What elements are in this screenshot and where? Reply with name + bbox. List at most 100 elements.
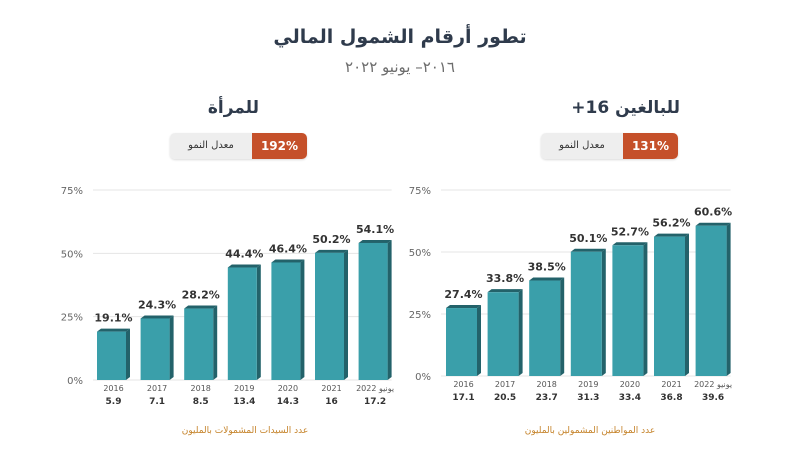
page-subtitle: ٢٠١٦– يونيو ٢٠٢٢	[345, 58, 455, 76]
adults-bar-side	[726, 222, 731, 376]
adults-y-tick-label: 50%	[409, 248, 431, 259]
women-bar-side	[256, 264, 261, 380]
adults-bar-top	[570, 248, 606, 252]
adults-bar-value-label: 33.8%	[486, 272, 524, 285]
adults-bar-side	[518, 289, 523, 376]
women-count-label: 8.5	[193, 397, 209, 407]
women-y-tick-label: 0%	[67, 376, 83, 387]
adults-bar-value-label: 27.4%	[444, 288, 482, 301]
adults-bar-top	[695, 222, 731, 226]
women-growth-label: معدل النمو	[170, 133, 252, 159]
adults-bar-side	[477, 305, 481, 376]
adults-bar	[612, 245, 644, 376]
women-bar	[97, 331, 126, 380]
adults-bar-top	[612, 242, 648, 246]
women-bar-side	[126, 328, 130, 380]
women-bar-side	[387, 239, 392, 380]
women-bar-top	[358, 239, 392, 243]
women-count-label: 16	[325, 397, 338, 407]
women-bar-top	[184, 305, 218, 309]
adults-bar	[695, 225, 727, 376]
adults-count-label: 39.6	[702, 393, 724, 403]
women-bar	[184, 308, 214, 380]
women-category-label: 2019	[234, 384, 254, 393]
adults-category-label: 2016	[453, 380, 473, 389]
adults-bar-side	[685, 233, 689, 376]
women-category-label: 2016	[103, 384, 123, 393]
adults-y-tick-label: 0%	[415, 372, 431, 383]
adults-bar-top	[446, 305, 481, 309]
women-bar-value-label: 19.1%	[94, 312, 132, 325]
adults-bar-top	[654, 233, 689, 237]
adults-growth-value: 131%	[623, 133, 678, 159]
women-category-label: 2018	[191, 384, 211, 393]
women-category-label: يونيو 2022	[356, 384, 394, 393]
adults-bar-value-label: 56.2%	[652, 217, 690, 230]
women-growth-badge: معدل النمو 192%	[170, 133, 307, 159]
adults-category-label: 2020	[620, 380, 640, 389]
women-count-label: 14.3	[277, 397, 299, 407]
women-bar	[271, 262, 301, 380]
women-bar-top	[271, 259, 305, 263]
adults-count-label: 20.5	[494, 393, 516, 403]
women-bar-top	[315, 249, 348, 253]
women-count-label: 7.1	[149, 397, 165, 407]
women-bar	[140, 318, 170, 380]
women-category-label: 2021	[321, 384, 341, 393]
adults-count-label: 33.4	[619, 393, 641, 403]
adults-count-label: 31.3	[577, 393, 599, 403]
women-y-tick-label: 50%	[61, 249, 83, 260]
adults-category-label: 2021	[661, 380, 681, 389]
page-title: تطور أرقام الشمول المالي	[273, 26, 527, 48]
women-bar-value-label: 50.2%	[312, 233, 350, 246]
adults-bar	[570, 251, 602, 376]
women-bar-side	[213, 305, 218, 380]
women-category-label: 2017	[147, 384, 167, 393]
women-category-label: 2020	[278, 384, 298, 393]
adults-bar-top	[529, 277, 565, 281]
women-bar-value-label: 28.2%	[182, 289, 220, 302]
women-bar-value-label: 24.3%	[138, 298, 176, 311]
women-y-tick-label: 25%	[61, 313, 83, 324]
women-count-label: 13.4	[233, 397, 255, 407]
women-count-label: 5.9	[106, 397, 122, 407]
women-bar-value-label: 44.4%	[225, 248, 263, 261]
women-chart-title: للمرأة	[207, 98, 259, 118]
women-bar-top	[227, 264, 261, 268]
adults-bar-value-label: 50.1%	[569, 232, 607, 245]
adults-count-label: 17.1	[452, 393, 474, 403]
adults-count-label: 23.7	[536, 393, 558, 403]
women-footnote: عدد السيدات المشمولات بالمليون	[182, 426, 308, 436]
adults-count-label: 36.8	[660, 393, 682, 403]
women-bar-value-label: 54.1%	[356, 223, 394, 236]
adults-category-label: 2018	[537, 380, 557, 389]
adults-bar-value-label: 52.7%	[611, 225, 649, 238]
adults-bar-top	[487, 289, 523, 293]
adults-y-tick-label: 75%	[409, 186, 431, 197]
adults-category-label: 2017	[495, 380, 515, 389]
adults-bar-side	[601, 248, 606, 376]
adults-bar	[487, 292, 519, 376]
women-bar-side	[169, 315, 174, 380]
women-bar-side	[344, 249, 348, 380]
adults-growth-label: معدل النمو	[541, 133, 623, 159]
adults-bar	[529, 280, 561, 376]
adults-y-tick-label: 25%	[409, 310, 431, 321]
adults-footnote: عدد المواطنين المشمولين بالمليون	[525, 426, 656, 436]
women-growth-value: 192%	[252, 133, 307, 159]
adults-growth-badge: معدل النمو 131%	[541, 133, 678, 159]
adults-bar-value-label: 60.6%	[694, 206, 732, 219]
adults-category-label: يونيو 2022	[694, 380, 732, 389]
women-bar-top	[140, 315, 174, 319]
adults-bar-side	[560, 277, 565, 376]
women-y-tick-label: 75%	[61, 186, 83, 197]
adults-bar	[446, 308, 477, 376]
women-bar-side	[300, 259, 305, 380]
adults-bar	[654, 236, 685, 376]
women-bar	[358, 242, 388, 380]
women-bar	[315, 252, 344, 380]
adults-bar-value-label: 38.5%	[528, 261, 566, 274]
adults-category-label: 2019	[578, 380, 598, 389]
adults-bar-side	[643, 242, 648, 376]
